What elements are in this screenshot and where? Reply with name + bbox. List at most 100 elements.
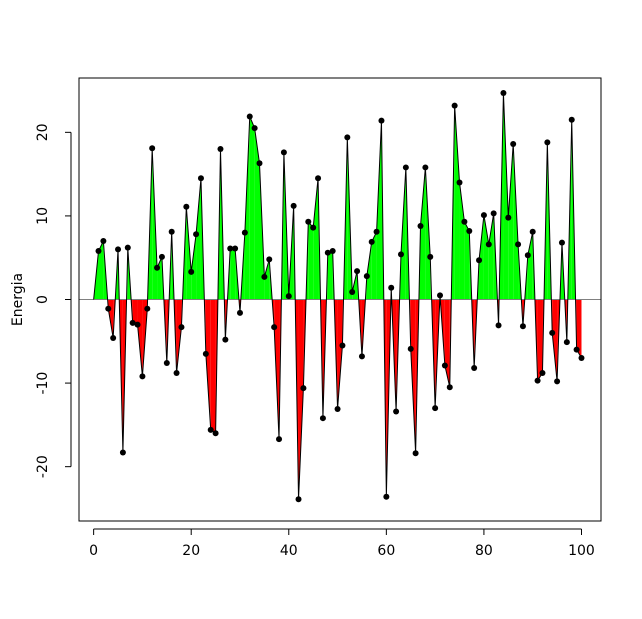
data-point: [139, 373, 146, 380]
data-point: [158, 253, 165, 260]
data-point: [397, 251, 404, 258]
data-point: [178, 324, 185, 331]
data-point: [451, 102, 458, 109]
area-fill-segment: [488, 213, 494, 300]
data-point: [271, 324, 278, 331]
x-tick-label: 20: [182, 543, 200, 559]
data-point: [261, 273, 268, 280]
area-fill-segment: [420, 167, 426, 300]
data-point: [388, 284, 395, 291]
y-tick-label: -10: [35, 372, 51, 395]
data-point: [149, 145, 156, 152]
area-fill-segment: [313, 178, 319, 300]
data-point: [95, 248, 102, 255]
data-point: [437, 292, 444, 299]
data-point: [134, 321, 141, 328]
area-fill-segment: [98, 240, 104, 300]
area-fill-segment: [508, 144, 514, 300]
y-tick-label: 0: [35, 295, 51, 304]
data-point: [119, 449, 126, 456]
data-point: [334, 406, 341, 412]
x-tick-label: 60: [377, 543, 395, 559]
data-point: [207, 426, 214, 433]
data-point: [110, 334, 117, 341]
area-fill-segment: [176, 299, 182, 374]
data-point: [505, 214, 512, 221]
data-point: [246, 113, 253, 120]
data-point: [358, 353, 365, 360]
area-fill-segment: [371, 231, 377, 300]
data-point: [558, 239, 565, 246]
data-point: [280, 149, 287, 156]
data-point: [476, 257, 483, 264]
data-point: [485, 241, 492, 248]
plot-frame: [78, 77, 602, 522]
area-fill-segment: [503, 93, 509, 300]
x-tick-label: 100: [568, 543, 595, 559]
data-point: [183, 203, 190, 210]
data-point: [202, 350, 209, 357]
data-point: [427, 253, 434, 260]
area-fill-segment: [459, 182, 465, 300]
data-point: [197, 175, 204, 182]
data-point: [573, 346, 580, 353]
data-point: [519, 323, 526, 330]
area-fill-segment: [552, 299, 558, 382]
data-point: [188, 268, 195, 275]
data-point: [105, 305, 112, 312]
data-point: [441, 362, 448, 369]
data-point: [378, 117, 385, 124]
area-fill-segment: [576, 299, 582, 359]
data-point: [349, 288, 356, 295]
data-point: [212, 430, 219, 437]
data-point: [227, 245, 234, 252]
area-fill-segment: [376, 120, 382, 300]
data-point: [276, 436, 283, 443]
data-point: [383, 493, 390, 500]
y-tick-label: 10: [35, 207, 51, 225]
data-point: [163, 360, 170, 367]
data-point: [168, 228, 175, 235]
data-point: [524, 252, 531, 259]
area-fill-segment: [132, 299, 138, 325]
area-fill-segment: [513, 144, 519, 300]
x-axis: 0 20 40 60 80 100: [89, 528, 595, 559]
data-point: [232, 245, 239, 252]
data-point: [324, 249, 331, 256]
data-point: [344, 134, 351, 141]
data-point: [251, 125, 258, 132]
area-fill-segment: [127, 247, 132, 300]
area-fill-segment: [444, 299, 450, 388]
data-point: [368, 238, 375, 245]
area-fill-segment: [230, 248, 236, 300]
area-fill-segment: [186, 206, 192, 300]
data-point: [471, 365, 478, 372]
data-point: [544, 139, 551, 146]
data-point: [407, 345, 414, 352]
data-point: [432, 405, 439, 412]
data-point: [417, 222, 424, 229]
data-point: [446, 384, 453, 391]
area-fill-segment: [337, 299, 343, 409]
area-fill-segment: [410, 299, 416, 454]
area-fill-segment: [464, 221, 470, 300]
y-axis: -20 -10 0 10 20: [35, 123, 72, 478]
data-point: [393, 408, 400, 415]
area-fill-segment: [249, 116, 255, 300]
area-fill-segment: [137, 299, 143, 377]
data-point: [480, 212, 487, 219]
data-point: [363, 273, 370, 280]
area-fill-segment: [327, 251, 333, 300]
data-point: [554, 378, 561, 385]
data-point: [529, 228, 536, 235]
area-fill-segment: [191, 234, 197, 300]
area-fill-segment: [454, 105, 460, 300]
data-point: [295, 496, 302, 503]
data-point: [515, 241, 522, 248]
area-fill-segment: [479, 215, 484, 300]
data-point: [500, 90, 507, 97]
y-tick-label: 20: [35, 123, 51, 141]
data-point: [578, 355, 585, 362]
data-point: [373, 228, 380, 235]
